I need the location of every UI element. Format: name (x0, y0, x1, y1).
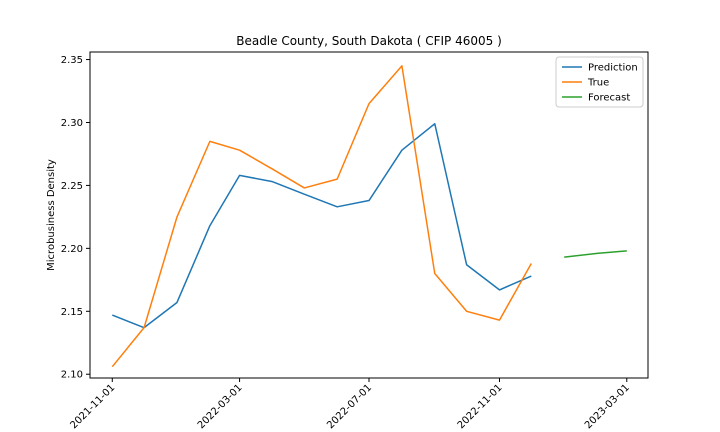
legend-label: True (587, 78, 609, 89)
y-tick-label: 2.10 (61, 370, 83, 381)
x-tick-label: 2022-11-01 (456, 382, 505, 431)
x-tick-label: 2022-03-01 (196, 382, 245, 431)
y-tick-label: 2.25 (61, 181, 83, 192)
y-tick-label: 2.30 (61, 118, 83, 129)
y-tick-label: 2.15 (61, 307, 83, 318)
x-tick-label: 2023-03-01 (583, 382, 632, 431)
chart-title: Beadle County, South Dakota ( CFIP 46005… (236, 34, 502, 48)
x-tick-label: 2022-07-01 (325, 382, 374, 431)
legend-label: Forecast (588, 93, 630, 104)
legend: Prediction True Forecast (556, 57, 643, 107)
y-tick-label: 2.35 (61, 55, 83, 66)
x-tick-label: 2021-11-01 (69, 382, 118, 431)
legend-label: Prediction (588, 63, 638, 74)
y-tick-label: 2.20 (61, 244, 83, 255)
y-axis-label: Microbusiness Density (46, 159, 57, 271)
